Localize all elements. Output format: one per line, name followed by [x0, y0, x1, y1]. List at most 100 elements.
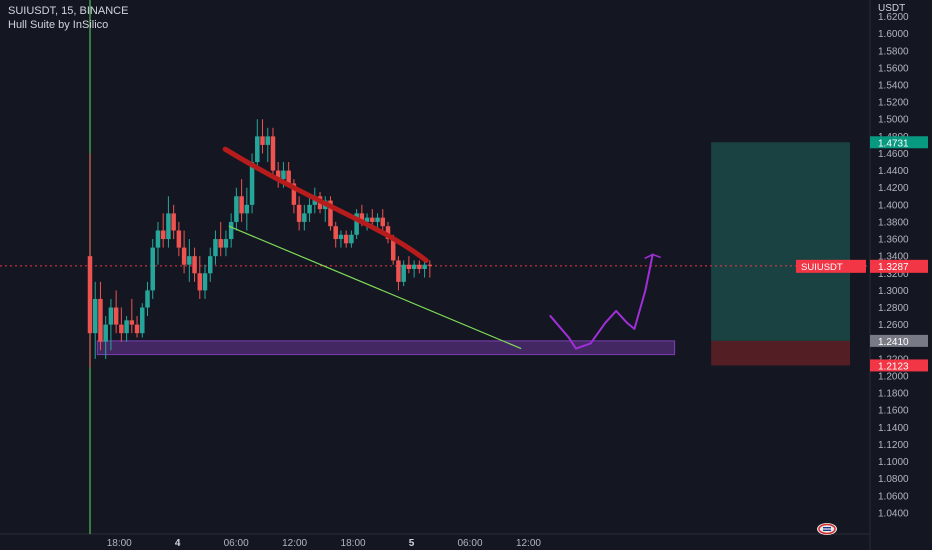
price-label-bg	[870, 136, 928, 149]
candle-body[interactable]	[98, 298, 103, 342]
y-tick-label: 1.5800	[878, 46, 909, 57]
indicator-title[interactable]: Hull Suite by InSilico	[8, 19, 109, 31]
candle-body[interactable]	[333, 226, 338, 240]
candle-body[interactable]	[181, 247, 187, 265]
support-zone-rect[interactable]	[96, 340, 676, 356]
candle-body[interactable]	[307, 204, 312, 214]
x-tick-label: 06:00	[224, 538, 249, 549]
candle-body[interactable]	[187, 256, 192, 265]
candle-body[interactable]	[338, 234, 344, 240]
candle-body[interactable]	[249, 162, 255, 205]
candle-body[interactable]	[396, 260, 401, 282]
candle-body[interactable]	[119, 324, 124, 334]
candle-body[interactable]	[364, 217, 370, 222]
candle-body[interactable]	[223, 239, 229, 248]
y-tick-label: 1.3000	[878, 286, 909, 297]
candle-body[interactable]	[390, 239, 396, 261]
candle-body[interactable]	[270, 136, 276, 171]
target-zone-rect[interactable]	[711, 142, 850, 341]
symbol-price-tag-bg	[796, 259, 866, 273]
candle-body[interactable]	[124, 320, 129, 334]
candle-body[interactable]	[171, 213, 176, 231]
candle-body[interactable]	[370, 217, 375, 222]
trendline[interactable]	[228, 225, 522, 350]
candle-body[interactable]	[296, 204, 302, 222]
candle-body[interactable]	[275, 170, 281, 180]
candle-body[interactable]	[255, 136, 260, 163]
candle-body[interactable]	[197, 273, 203, 291]
candle-body[interactable]	[228, 221, 234, 240]
last-price-label-bg	[870, 259, 928, 273]
y-tick-label: 1.1400	[878, 423, 909, 434]
candle-body[interactable]	[427, 264, 433, 266]
candle-body[interactable]	[302, 213, 307, 222]
candle-body[interactable]	[108, 307, 114, 325]
y-tick-label: 1.4200	[878, 183, 909, 194]
candle-body[interactable]	[385, 226, 391, 240]
candle-body[interactable]	[150, 247, 155, 291]
candle-body[interactable]	[417, 264, 422, 269]
candle-body[interactable]	[265, 136, 270, 145]
candle-body[interactable]	[192, 256, 197, 274]
candle-body[interactable]	[281, 170, 286, 180]
y-tick-label: 1.0400	[878, 508, 909, 519]
stop-zone-rect[interactable]	[711, 340, 850, 366]
hull-suite-line[interactable]	[222, 146, 429, 263]
candle-body[interactable]	[166, 213, 171, 240]
y-tick-label: 1.3600	[878, 235, 909, 246]
candle-body[interactable]	[239, 196, 244, 214]
symbol-title[interactable]: SUIUSDT, 15, BINANCE	[8, 5, 129, 17]
axis-currency: USDT	[878, 3, 906, 14]
symbol-price-tag: SUIUSDT	[801, 262, 843, 273]
candle-body[interactable]	[328, 200, 333, 227]
candle-body[interactable]	[92, 298, 98, 334]
candle-body[interactable]	[145, 290, 150, 308]
candle-body[interactable]	[176, 230, 182, 248]
candle-body[interactable]	[359, 213, 365, 222]
candle-body[interactable]	[218, 239, 223, 248]
price-label-target: 1.4731	[878, 138, 909, 149]
y-tick-label: 1.1600	[878, 406, 909, 417]
candle-body[interactable]	[406, 264, 412, 269]
candle-body[interactable]	[213, 239, 218, 257]
candle-body[interactable]	[202, 273, 208, 291]
x-tick-label: 5	[409, 538, 415, 549]
y-tick-label: 1.2000	[878, 371, 909, 382]
candle-body[interactable]	[140, 307, 145, 334]
candle-body[interactable]	[380, 217, 386, 227]
x-tick-label: 06:00	[457, 538, 482, 549]
y-tick-label: 1.5000	[878, 115, 909, 126]
candle-body[interactable]	[349, 234, 354, 244]
y-tick-label: 1.1800	[878, 389, 909, 400]
tradingview-logo-icon	[817, 523, 837, 535]
x-tick-label: 18:00	[341, 538, 366, 549]
candle-body[interactable]	[375, 217, 380, 222]
y-tick-label: 1.6000	[878, 29, 909, 40]
projection-path[interactable]	[549, 253, 654, 350]
candle-body[interactable]	[411, 264, 417, 269]
y-tick-label: 1.5600	[878, 63, 909, 74]
candle-body[interactable]	[343, 234, 349, 244]
candle-body[interactable]	[244, 204, 250, 214]
candle-body[interactable]	[207, 256, 213, 274]
candle-body[interactable]	[354, 213, 359, 235]
y-tick-label: 1.5200	[878, 98, 909, 109]
y-tick-label: 1.6200	[878, 12, 909, 23]
candle-body[interactable]	[234, 196, 239, 222]
candle-body[interactable]	[260, 136, 265, 145]
candle-body[interactable]	[134, 324, 140, 334]
y-tick-label: 1.0600	[878, 491, 909, 502]
y-tick-label: 1.1200	[878, 440, 909, 451]
candle-body[interactable]	[87, 256, 93, 334]
candle-body[interactable]	[286, 170, 291, 184]
candle-body[interactable]	[401, 264, 406, 282]
candle-body[interactable]	[291, 183, 297, 205]
candle-body[interactable]	[129, 320, 135, 325]
candle-body[interactable]	[422, 264, 427, 269]
candle-body[interactable]	[155, 230, 161, 248]
candle-body[interactable]	[103, 324, 108, 342]
candle-body[interactable]	[113, 307, 119, 325]
candle-body[interactable]	[160, 230, 166, 240]
